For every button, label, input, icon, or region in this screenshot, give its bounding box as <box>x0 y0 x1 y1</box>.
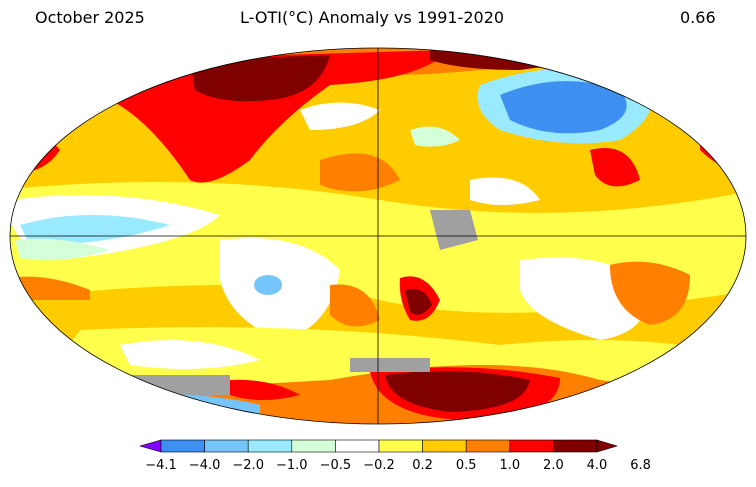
colorbar-tick-label: 0.2 <box>412 458 433 473</box>
map-title: L-OTI(°C) Anomaly vs 1991-2020 <box>240 8 505 27</box>
colorbar-tick-label: −0.5 <box>319 458 352 473</box>
colorbar-tick-label: 6.8 <box>630 458 651 473</box>
colorbar-segment <box>465 439 511 453</box>
colorbar-tick-label: −2.0 <box>232 458 264 473</box>
colorbar-tick-label: −4.1 <box>145 458 177 473</box>
colorbar-segment <box>204 439 249 453</box>
colorbar-tick-label: −0.2 <box>363 458 395 473</box>
colorbar-extend-low <box>138 439 162 453</box>
colorbar-extend-high <box>596 439 619 453</box>
colorbar-segment <box>160 439 205 453</box>
colorbar-tick-label: 0.5 <box>455 458 477 473</box>
colorbar <box>138 439 619 453</box>
colorbar-tick-label: 1.0 <box>499 458 521 473</box>
date-label: October 2025 <box>35 8 145 27</box>
colorbar-segment <box>553 439 598 453</box>
colorbar-tick-label: −4.0 <box>188 458 221 473</box>
colorbar-tick-label: 4.0 <box>586 458 608 473</box>
colorbar-segment <box>509 439 554 453</box>
colorbar-segment <box>378 439 423 453</box>
colorbar-tick-label: 2.0 <box>543 458 564 473</box>
colorbar-segment <box>422 439 467 453</box>
global-mean-value: 0.66 <box>680 8 716 27</box>
colorbar-segment <box>335 439 380 453</box>
colorbar-tick-label: −1.0 <box>276 458 308 473</box>
colorbar-segment <box>291 439 336 453</box>
colorbar-segment <box>247 439 293 453</box>
